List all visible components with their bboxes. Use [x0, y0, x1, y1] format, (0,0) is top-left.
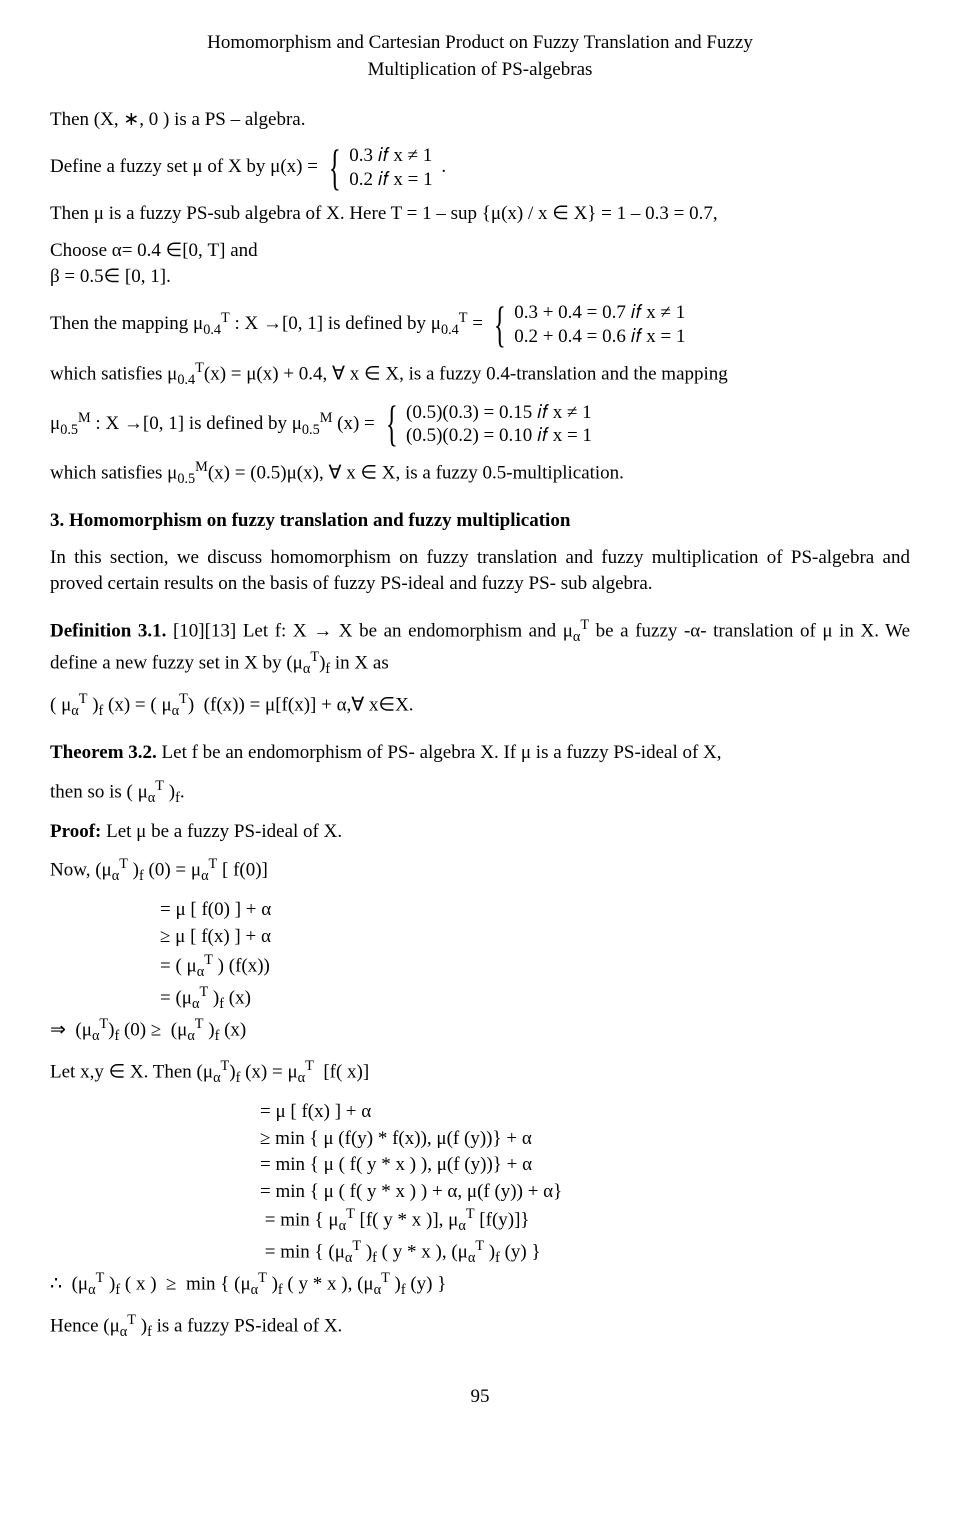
proof-step: ≥ μ [ f(x) ] + α: [160, 924, 910, 951]
title-line2: Multiplication of PS-algebras: [368, 59, 593, 80]
reference: [10][13]: [166, 620, 242, 641]
subscript: 0.5: [177, 471, 195, 487]
theorem-line: then so is ( μαT )f.: [50, 777, 910, 809]
proof-step: = min { (μαT )f ( y * x ), (μαT )f (y) }: [260, 1237, 910, 1269]
superscript: T: [580, 617, 589, 633]
text: μ: [50, 413, 60, 434]
paragraph: Then μ is a fuzzy PS-sub algebra of X. H…: [50, 201, 910, 228]
superscript: M: [195, 459, 208, 475]
text: Let f: X → X be an endomorphism and μ: [243, 620, 573, 641]
paragraph: β = 0.5∈ [0, 1].: [50, 264, 910, 291]
superscript: M: [78, 409, 91, 425]
text: Then the mapping μ: [50, 313, 203, 334]
text: Let μ be a fuzzy PS-ideal of X.: [101, 821, 342, 842]
text: (x) = (0.5)μ(x), ∀ x ∈ X, is a fuzzy 0.5…: [208, 462, 624, 483]
proof-line: Now, (μαT )f (0) = μαT [ f(0)]: [50, 855, 910, 887]
case-row: 0.2 + 0.4 = 0.6 𝑖𝑓 x = 1: [510, 325, 689, 349]
proof-step: = ( μαT ) (f(x)): [160, 951, 910, 983]
case-row: (0.5)(0.2) = 0.10 𝑖𝑓 x = 1: [402, 424, 596, 448]
proof-step: = min { μ ( f( y * x ) ) + α, μ(f (y)) +…: [260, 1179, 910, 1206]
page-header-title: Homomorphism and Cartesian Product on Fu…: [50, 30, 910, 83]
text: in X as: [330, 652, 389, 673]
text: : X →[0, 1] is defined by μ: [230, 313, 441, 334]
subscript: 0.5: [60, 422, 78, 438]
text: =: [468, 313, 488, 334]
superscript: T: [221, 310, 230, 326]
text: which satisfies μ: [50, 462, 177, 483]
case-row: (0.5)(0.3) = 0.15 𝑖𝑓 x ≠ 1: [402, 401, 596, 425]
text: (x) =: [332, 413, 379, 434]
cases-block: 0.3 𝑖𝑓 x ≠ 1 0.2 𝑖𝑓 x = 1: [345, 144, 436, 192]
subscript: 0.4: [203, 322, 221, 338]
text: .: [441, 156, 446, 177]
superscript: T: [310, 649, 319, 665]
proof-line: ∴ (μαT )f ( x ) ≥ min { (μαT )f ( y * x …: [50, 1269, 910, 1301]
proof-line: Hence (μαT )f is a fuzzy PS-ideal of X.: [50, 1311, 910, 1343]
superscript: T: [459, 310, 468, 326]
paragraph: Then (X, ∗, 0 ) is a PS – algebra.: [50, 107, 910, 134]
proof-step: = min { μαT [f( y * x )], μαT [f(y)]}: [260, 1205, 910, 1237]
text: Let f be an endomorphism of PS- algebra …: [157, 742, 722, 763]
proof-step: = (μαT )f (x): [160, 983, 910, 1015]
case-row: 0.3 𝑖𝑓 x ≠ 1: [345, 144, 436, 168]
superscript: T: [195, 360, 204, 376]
cases-block: (0.5)(0.3) = 0.15 𝑖𝑓 x ≠ 1 (0.5)(0.2) = …: [402, 401, 596, 449]
text: which satisfies μ: [50, 363, 177, 384]
paragraph: Choose α= 0.4 ∈[0, T] and: [50, 238, 910, 265]
subscript: 0.4: [177, 372, 195, 388]
text: be a fuzzy -α-: [589, 620, 706, 641]
proof-indent-block: = μ [ f(0) ] + α ≥ μ [ f(x) ] + α = ( μα…: [50, 897, 910, 1014]
theorem: Theorem 3.2. Let f be an endomorphism of…: [50, 740, 910, 767]
text: : X →[0, 1] is defined by μ: [91, 413, 302, 434]
theorem-label: Theorem 3.2.: [50, 742, 157, 763]
case-row: 0.2 𝑖𝑓 x = 1: [345, 168, 436, 192]
proof-step: ≥ min { μ (f(y) * f(x)), μ(f (y))} + α: [260, 1126, 910, 1153]
proof-step: = μ [ f(x) ] + α: [260, 1099, 910, 1126]
definition: Definition 3.1. [10][13] Let f: X → X be…: [50, 616, 910, 680]
equation-line: ( μαT )f (x) = ( μαT) (f(x)) = μ[f(x)] +…: [50, 690, 910, 722]
title-line1: Homomorphism and Cartesian Product on Fu…: [207, 32, 753, 53]
proof-step: = μ [ f(0) ] + α: [160, 897, 910, 924]
proof-label: Proof:: [50, 821, 101, 842]
section-heading: 3. Homomorphism on fuzzy translation and…: [50, 508, 910, 535]
paragraph: which satisfies μ0.4T(x) = μ(x) + 0.4, ∀…: [50, 359, 910, 391]
subscript: 0.4: [441, 322, 459, 338]
cases-block: 0.3 + 0.4 = 0.7 𝑖𝑓 x ≠ 1 0.2 + 0.4 = 0.6…: [510, 301, 689, 349]
text: (x) = μ(x) + 0.4, ∀ x ∈ X, is a fuzzy 0.…: [204, 363, 728, 384]
paragraph: μ0.5M : X →[0, 1] is defined by μ0.5M (x…: [50, 401, 910, 449]
proof-step: = min { μ ( f( y * x ) ), μ(f (y))} + α: [260, 1152, 910, 1179]
page-number: 95: [50, 1384, 910, 1411]
definition-label: Definition 3.1.: [50, 620, 166, 641]
case-row: 0.3 + 0.4 = 0.7 𝑖𝑓 x ≠ 1: [510, 301, 689, 325]
paragraph: Define a fuzzy set μ of X by μ(x) = { 0.…: [50, 144, 910, 192]
paragraph: which satisfies μ0.5M(x) = (0.5)μ(x), ∀ …: [50, 458, 910, 490]
proof-line: Let x,y ∈ X. Then (μαT)f (x) = μαT [f( x…: [50, 1057, 910, 1089]
paragraph: Then the mapping μ0.4T : X →[0, 1] is de…: [50, 301, 910, 349]
proof-line: Proof: Let μ be a fuzzy PS-ideal of X.: [50, 819, 910, 846]
superscript: M: [320, 409, 333, 425]
paragraph: In this section, we discuss homomorphism…: [50, 545, 910, 598]
proof-line: ⇒ (μαT)f (0) ≥ (μαT )f (x): [50, 1015, 910, 1047]
text: Define a fuzzy set μ of X by μ(x) =: [50, 156, 323, 177]
proof-indent-block: = μ [ f(x) ] + α ≥ min { μ (f(y) * f(x))…: [50, 1099, 910, 1270]
subscript: 0.5: [302, 422, 320, 438]
